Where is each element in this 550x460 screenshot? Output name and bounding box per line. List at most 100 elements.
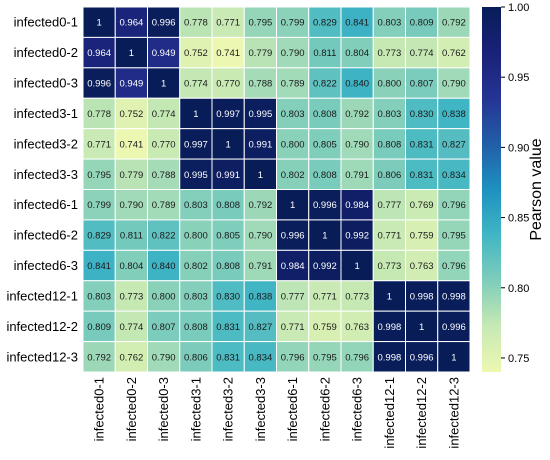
heatmap-cell <box>276 310 310 343</box>
cell-value-label: 0.774 <box>184 79 208 90</box>
heatmap-cell <box>276 189 310 221</box>
cell-value-label: 0.762 <box>442 48 466 59</box>
cell-value-label: 0.996 <box>87 79 111 90</box>
heatmap-cell <box>211 36 245 69</box>
colorbar-tick-label: 0.95 <box>508 72 529 84</box>
heatmap-cell <box>340 36 374 69</box>
cell-value-label: 0.964 <box>87 48 111 59</box>
cell-value-label: 0.759 <box>410 231 434 242</box>
heatmap-cell <box>276 67 310 99</box>
heatmap-cell <box>276 219 310 251</box>
cell-value-label: 1 <box>161 79 166 90</box>
heatmap-cell <box>405 36 439 69</box>
column-label: infected12-3 <box>446 377 461 449</box>
heatmap-cell <box>114 36 148 69</box>
cell-value-label: 1 <box>96 18 101 29</box>
heatmap-cell <box>114 341 148 373</box>
cell-value-label: 0.759 <box>313 322 337 333</box>
cell-value-label: 0.838 <box>442 109 466 120</box>
heatmap-cell <box>179 280 213 312</box>
heatmap-cell <box>114 6 148 38</box>
cell-value-label: 0.771 <box>377 231 401 242</box>
heatmap-cell <box>437 158 471 190</box>
cell-value-label: 0.777 <box>377 200 401 211</box>
cell-value-label: 0.984 <box>345 200 369 211</box>
cell-value-label: 0.831 <box>410 139 434 150</box>
cell-value-label: 0.997 <box>216 109 240 120</box>
column-label: infected12-1 <box>382 377 397 449</box>
heatmap-cell <box>405 97 439 130</box>
cell-value-label: 0.771 <box>313 291 337 302</box>
cell-value-label: 0.996 <box>313 200 337 211</box>
heatmap-cell <box>179 36 213 69</box>
column-label: infected12-2 <box>414 377 429 449</box>
heatmap-cell <box>276 158 310 190</box>
cell-value-label: 1 <box>451 352 456 363</box>
cell-value-label: 0.991 <box>216 170 240 181</box>
heatmap-cell <box>147 249 181 282</box>
cell-value-label: 0.998 <box>377 322 401 333</box>
cell-value-label: 0.809 <box>87 322 111 333</box>
cell-value-label: 0.808 <box>313 170 337 181</box>
cell-value-label: 0.799 <box>87 200 111 211</box>
cell-value-label: 0.778 <box>87 109 111 120</box>
heatmap-cell <box>82 128 116 160</box>
cell-value-label: 0.806 <box>377 170 401 181</box>
cell-value-label: 0.808 <box>216 261 240 272</box>
cell-value-label: 1 <box>129 48 134 59</box>
cell-value-label: 0.770 <box>216 79 240 90</box>
cell-value-label: 0.774 <box>152 109 176 120</box>
heatmap-cell <box>276 280 310 312</box>
colorbar-tick-label: 1.00 <box>508 2 529 14</box>
cell-value-label: 0.803 <box>184 200 208 211</box>
column-label: infected6-2 <box>317 377 332 441</box>
cell-value-label: 0.808 <box>216 200 240 211</box>
heatmap-cell <box>114 280 148 312</box>
cell-value-label: 0.811 <box>313 48 336 59</box>
cell-value-label: 0.795 <box>313 352 337 363</box>
row-label: infected12-3 <box>6 349 78 364</box>
cell-value-label: 0.830 <box>410 109 434 120</box>
colorbar-label: Pearson value <box>528 138 545 240</box>
heatmap-cell <box>82 97 116 130</box>
heatmap-cell <box>308 36 342 69</box>
cell-value-label: 0.790 <box>152 352 176 363</box>
cell-value-label: 1 <box>419 322 424 333</box>
heatmap-cell <box>211 219 245 251</box>
cell-value-label: 0.792 <box>442 18 466 29</box>
cell-value-label: 0.807 <box>152 322 176 333</box>
cell-value-label: 0.802 <box>281 170 305 181</box>
heatmap-cell <box>114 189 148 221</box>
cell-value-label: 0.991 <box>248 139 272 150</box>
cell-value-label: 0.752 <box>184 48 208 59</box>
cell-value-label: 0.789 <box>152 200 176 211</box>
cell-value-label: 0.996 <box>410 352 434 363</box>
heatmap-cell <box>437 219 471 251</box>
cell-value-label: 0.773 <box>377 48 401 59</box>
column-label: infected6-3 <box>350 377 365 441</box>
heatmap-cell <box>211 189 245 221</box>
heatmap-cell <box>114 128 148 160</box>
cell-value-label: 0.790 <box>248 231 272 242</box>
cell-value-label: 0.806 <box>184 352 208 363</box>
cell-value-label: 0.773 <box>377 261 401 272</box>
column-labels: infected0-1 infected0-2 infected0-3 infecte… <box>92 377 462 449</box>
cell-value-label: 0.804 <box>345 48 369 59</box>
cell-value-label: 0.996 <box>442 322 466 333</box>
cell-value-label: 0.834 <box>248 352 272 363</box>
cell-value-label: 0.831 <box>216 352 240 363</box>
heatmap-cell <box>340 249 374 282</box>
heatmap-cell <box>372 341 406 373</box>
cell-value-label: 0.792 <box>345 109 369 120</box>
cell-value-label: 0.803 <box>377 109 401 120</box>
heatmap-cell <box>114 249 148 282</box>
heatmap-cell <box>147 219 181 251</box>
cell-value-label: 0.827 <box>442 139 466 150</box>
cell-value-label: 0.762 <box>119 352 143 363</box>
heatmap-cell <box>82 158 116 190</box>
cell-value-label: 0.774 <box>119 322 143 333</box>
cell-value-label: 0.829 <box>313 18 337 29</box>
cell-value-label: 0.774 <box>410 48 434 59</box>
column-label: infected0-2 <box>124 377 139 441</box>
cell-value-label: 0.796 <box>281 352 305 363</box>
